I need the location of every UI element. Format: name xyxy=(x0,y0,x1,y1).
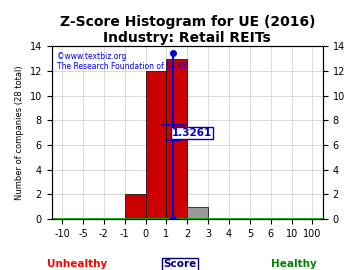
Y-axis label: Number of companies (28 total): Number of companies (28 total) xyxy=(15,65,24,200)
Bar xyxy=(145,71,166,219)
Text: Healthy: Healthy xyxy=(271,259,317,269)
Text: Unhealthy: Unhealthy xyxy=(47,259,107,269)
Title: Z-Score Histogram for UE (2016)
Industry: Retail REITs: Z-Score Histogram for UE (2016) Industry… xyxy=(59,15,315,45)
Text: ©www.textbiz.org
The Research Foundation of SUNY: ©www.textbiz.org The Research Foundation… xyxy=(57,52,187,71)
Text: 1.3261: 1.3261 xyxy=(172,128,212,138)
Bar xyxy=(125,194,145,219)
Bar xyxy=(166,59,187,219)
Text: Score: Score xyxy=(163,259,197,269)
Bar xyxy=(187,207,208,219)
